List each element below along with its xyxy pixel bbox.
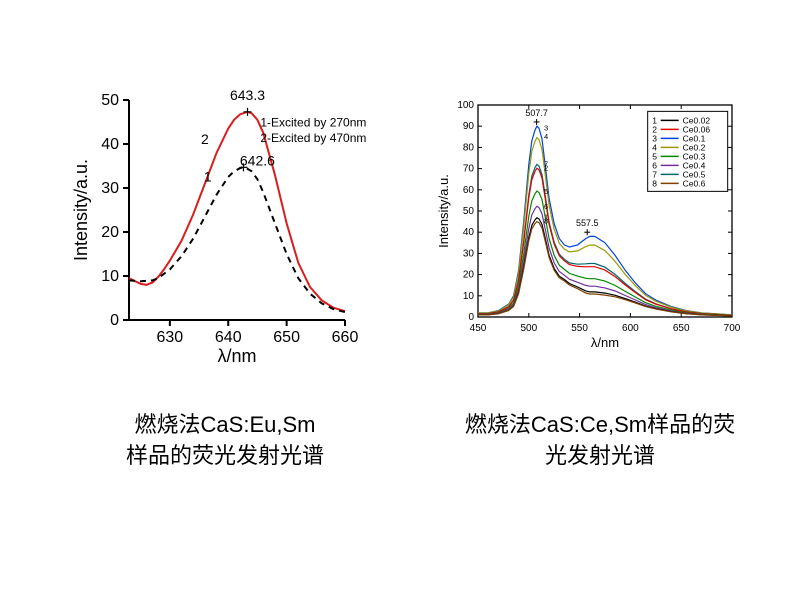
svg-text:557.5: 557.5 — [576, 218, 599, 228]
svg-text:8: 8 — [652, 178, 657, 188]
svg-text:30: 30 — [463, 248, 475, 259]
svg-text:2: 2 — [201, 131, 209, 147]
svg-text:660: 660 — [332, 329, 359, 346]
svg-text:8: 8 — [544, 217, 548, 226]
svg-text:80: 80 — [463, 142, 475, 153]
svg-text:5: 5 — [544, 187, 548, 196]
svg-text:Intensity/a.u.: Intensity/a.u. — [71, 159, 91, 261]
svg-text:1-Excited by 270nm: 1-Excited by 270nm — [260, 115, 366, 129]
svg-text:700: 700 — [724, 323, 741, 334]
svg-text:0: 0 — [110, 312, 119, 329]
svg-text:2: 2 — [544, 164, 548, 173]
left-chart-svg: 0 10 20 30 40 50 630 640 650 660 λ/nm Intensity/a.u… — [63, 90, 393, 420]
svg-text:650: 650 — [273, 329, 300, 346]
svg-text:640: 640 — [215, 329, 242, 346]
svg-text:550: 550 — [571, 323, 588, 334]
left-chart-panel: 0 10 20 30 40 50 630 640 650 660 λ/nm Intensity/a.u… — [63, 90, 393, 420]
svg-text:100: 100 — [457, 100, 474, 111]
right-caption-line1: 燃烧法CaS:Ce,Sm样品的荧 — [465, 412, 735, 437]
left-chart-caption: 燃烧法CaS:Eu,Sm 样品的荧光发射光谱 — [55, 410, 395, 472]
right-chart-svg: 0 10 20 30 40 50 60 70 80 90 100 450 500 550 600 650 700… — [430, 95, 780, 405]
svg-text:50: 50 — [463, 206, 475, 217]
svg-text:500: 500 — [520, 323, 537, 334]
svg-text:Ce0.6: Ce0.6 — [683, 178, 706, 188]
svg-text:λ/nm: λ/nm — [217, 346, 256, 366]
svg-text:90: 90 — [463, 121, 475, 132]
svg-text:20: 20 — [101, 224, 119, 241]
svg-text:600: 600 — [622, 323, 639, 334]
svg-text:30: 30 — [101, 180, 119, 197]
svg-text:Intensity/a.u.: Intensity/a.u. — [436, 174, 451, 248]
svg-text:20: 20 — [463, 270, 475, 281]
svg-text:50: 50 — [101, 92, 119, 109]
right-chart-caption: 燃烧法CaS:Ce,Sm样品的荧 光发射光谱 — [415, 410, 785, 472]
left-caption-line2: 样品的荧光发射光谱 — [126, 443, 324, 468]
svg-text:4: 4 — [544, 132, 548, 141]
svg-text:643.3: 643.3 — [230, 90, 265, 103]
svg-text:40: 40 — [101, 136, 119, 153]
svg-text:10: 10 — [463, 291, 475, 302]
right-chart-panel: 0 10 20 30 40 50 60 70 80 90 100 450 500 550 600 650 700… — [430, 95, 780, 405]
svg-text:507.7: 507.7 — [525, 108, 548, 118]
svg-text:70: 70 — [463, 164, 475, 175]
svg-text:2-Excited by 470nm: 2-Excited by 470nm — [260, 131, 366, 145]
page-root: 01020304050630640650660λ/nmIntensity/a.u… — [0, 0, 800, 600]
svg-text:10: 10 — [101, 268, 119, 285]
svg-text:630: 630 — [157, 329, 184, 346]
svg-text:650: 650 — [673, 323, 690, 334]
svg-text:6: 6 — [544, 202, 548, 211]
svg-text:1: 1 — [204, 168, 212, 184]
svg-text:60: 60 — [463, 185, 475, 196]
left-caption-line1: 燃烧法CaS:Eu,Sm — [135, 412, 316, 437]
svg-text:0: 0 — [468, 312, 474, 323]
svg-text:450: 450 — [470, 323, 487, 334]
svg-text:642.6: 642.6 — [240, 152, 275, 168]
right-caption-line2: 光发射光谱 — [545, 443, 655, 468]
svg-text:40: 40 — [463, 227, 475, 238]
svg-text:λ/nm: λ/nm — [591, 335, 619, 350]
